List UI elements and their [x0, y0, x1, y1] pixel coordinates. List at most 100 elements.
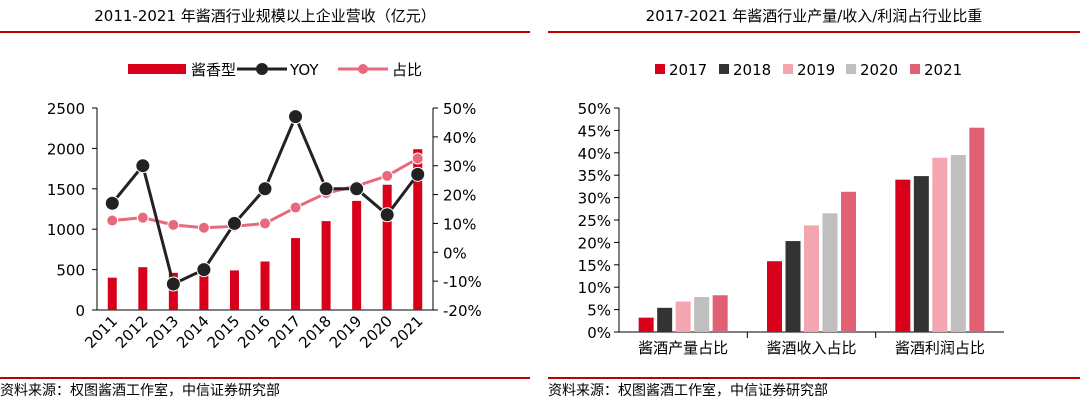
revenue-bar	[107, 277, 117, 310]
revenue-bar	[229, 270, 239, 310]
right-y-tick-label: 0%	[443, 244, 467, 262]
right-y-tick-label: -10%	[443, 273, 482, 291]
revenue-bar	[138, 267, 148, 310]
legend-swatch-2020	[846, 64, 856, 74]
share-point	[259, 217, 271, 230]
revenue-bar	[413, 149, 423, 310]
legend-swatch-2019	[783, 64, 793, 74]
x-tick-label: 2011	[81, 312, 121, 352]
legend-swatch-2021	[910, 64, 920, 74]
y-tick-label: 35%	[578, 167, 611, 185]
legend-swatch-2017	[655, 64, 665, 74]
legend-label-2019: 2019	[797, 61, 835, 79]
left-chart-svg: 0 500 1000 1500 2000 2500 -20% -10% 0% 10% 20% 30% 4…	[47, 61, 482, 352]
right-chart-svg: 0% 5% 10% 15% 20% 25% 30% 35% 40% 45% 50% 酱酒产量占比 酱酒收…	[578, 61, 1004, 357]
yoy-point	[288, 109, 304, 125]
right-y-tick-label: 20%	[443, 187, 476, 205]
legend-label-share: 占比	[392, 61, 422, 79]
y-tick-label: 30%	[578, 190, 611, 208]
legend-label-2021: 2021	[924, 61, 962, 79]
left-y-tick-label: 1500	[47, 181, 85, 199]
yoy-point	[349, 181, 365, 197]
left-y-tick-label: 1000	[47, 221, 85, 239]
right-source-rule	[548, 377, 1080, 379]
legend-label-2020: 2020	[860, 61, 898, 79]
left-y-tick-label: 500	[56, 262, 85, 280]
yoy-line	[111, 112, 419, 287]
x-tick-label: 2019	[326, 312, 366, 352]
left-source-rule	[0, 377, 530, 379]
y-tick-label: 20%	[578, 234, 611, 252]
share-bar-2021	[841, 191, 856, 332]
share-bar-2021	[712, 295, 728, 332]
right-title-rule	[548, 31, 1080, 33]
x-tick-label: 2016	[234, 312, 274, 352]
revenue-bar	[199, 269, 209, 310]
yoy-point	[257, 181, 273, 197]
x-tick-label: 2021	[387, 312, 427, 352]
revenue-bar	[291, 238, 301, 310]
share-point	[106, 214, 119, 227]
legend-label-2017: 2017	[669, 61, 707, 79]
legend-swatch-2018	[719, 64, 729, 74]
right-chart-title: 2017-2021 年酱酒行业产量/收入/利润占行业比重	[645, 7, 983, 25]
x-tick-label: 2012	[112, 312, 152, 352]
right-chart-panel: 2017-2021 年酱酒行业产量/收入/利润占行业比重 0% 5% 10% 15% 2…	[548, 0, 1080, 417]
yoy-point	[318, 181, 334, 197]
left-chart-panel: 2011-2021 年酱酒行业规模以上企业营收（亿元） 0 500 1000 1500…	[0, 0, 530, 417]
x-tick-label: 2015	[204, 312, 244, 352]
yoy-point	[165, 276, 181, 292]
legend-label-yoy: YOY	[289, 61, 319, 79]
share-bar-2021	[969, 127, 985, 332]
yoy-point	[379, 207, 395, 223]
legend-marker-share	[358, 64, 368, 74]
yoy-point	[410, 166, 426, 182]
left-y-tick-label: 2000	[47, 140, 85, 158]
yoy-point	[104, 195, 120, 211]
x-tick-label: 2018	[295, 312, 335, 352]
share-bar-2019	[932, 157, 948, 332]
x-tick-label: 2017	[265, 312, 305, 352]
right-y-tick-label: 10%	[443, 215, 476, 233]
revenue-bar	[260, 261, 270, 310]
share-bar-2017	[895, 179, 911, 332]
revenue-bar	[321, 221, 331, 310]
right-source-note: 资料来源：权图酱酒工作室，中信证券研究部	[548, 383, 828, 399]
x-category-label: 酱酒收入占比	[766, 339, 856, 357]
share-bar-2017	[767, 261, 782, 332]
y-tick-label: 0%	[587, 324, 611, 342]
x-tick-label: 2020	[356, 312, 396, 352]
legend-label-2018: 2018	[733, 61, 771, 79]
left-source-note: 资料来源：权图酱酒工作室，中信证券研究部	[0, 383, 280, 399]
revenue-bar	[382, 184, 392, 310]
share-bar-2019	[804, 225, 819, 332]
revenue-bar	[352, 200, 362, 310]
right-y-tick-label: 40%	[443, 129, 476, 147]
share-point	[197, 221, 210, 234]
y-tick-label: 25%	[578, 212, 611, 230]
share-point	[289, 201, 302, 214]
share-bar-2019	[675, 301, 691, 332]
left-y-tick-label: 2500	[47, 100, 85, 118]
right-y-tick-label: -20%	[443, 302, 482, 320]
left-y-tick-label: 0	[75, 302, 85, 320]
share-bar-2018	[913, 176, 929, 332]
share-point	[167, 218, 180, 231]
right-y-tick-label: 50%	[443, 100, 476, 118]
yoy-point	[226, 215, 242, 231]
share-point	[411, 152, 424, 165]
share-point	[136, 211, 149, 224]
y-tick-label: 50%	[578, 100, 611, 118]
share-bar-2020	[822, 213, 838, 332]
share-bar-2018	[657, 307, 673, 332]
y-tick-label: 45%	[578, 122, 611, 140]
yoy-point	[196, 262, 212, 278]
share-bar-2018	[785, 241, 801, 332]
x-tick-label: 2014	[173, 312, 213, 352]
y-tick-label: 10%	[578, 279, 611, 297]
share-bar-2017	[638, 317, 654, 332]
share-bar-2020	[950, 155, 966, 332]
yoy-point	[135, 158, 151, 174]
x-category-label: 酱酒利润占比	[895, 339, 985, 357]
right-y-tick-label: 30%	[443, 158, 476, 176]
